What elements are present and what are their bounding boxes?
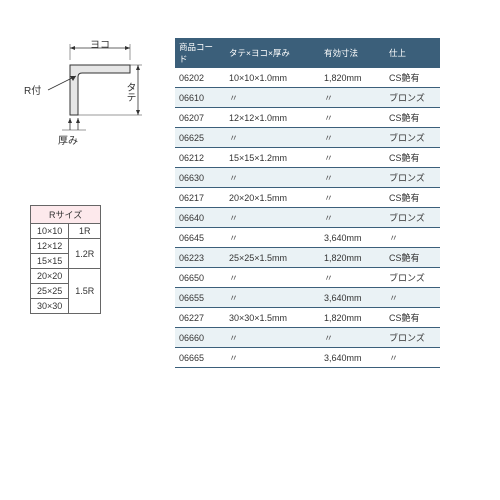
cell-dims: 〃 (225, 128, 320, 148)
table-row: 0620210×10×1.0mm1,820mmCS艶有 (175, 68, 440, 88)
cell-fin: CS艶有 (385, 148, 440, 168)
cell-fin: ブロンズ (385, 88, 440, 108)
th-fin: 仕上 (385, 38, 440, 68)
cell-len: 〃 (320, 168, 385, 188)
cell-fin: ブロンズ (385, 168, 440, 188)
table-row: 06655〃3,640mm〃 (175, 288, 440, 308)
cell-code: 06212 (175, 148, 225, 168)
r-size-cell: 12×12 (31, 239, 69, 254)
cell-fin: CS艶有 (385, 108, 440, 128)
table-row: 0620712×12×1.0mm〃CS艶有 (175, 108, 440, 128)
cell-len: 〃 (320, 108, 385, 128)
cell-code: 06660 (175, 328, 225, 348)
cell-fin: ブロンズ (385, 328, 440, 348)
cell-dims: 15×15×1.2mm (225, 148, 320, 168)
cell-fin: CS艶有 (385, 248, 440, 268)
cell-len: 1,820mm (320, 308, 385, 328)
cell-code: 06625 (175, 128, 225, 148)
cell-dims: 〃 (225, 168, 320, 188)
table-row: 06650〃〃ブロンズ (175, 268, 440, 288)
cell-dims: 10×10×1.0mm (225, 68, 320, 88)
cell-dims: 〃 (225, 268, 320, 288)
label-r: R付 (24, 82, 41, 97)
cell-code: 06207 (175, 108, 225, 128)
cell-dims: 〃 (225, 228, 320, 248)
cell-code: 06640 (175, 208, 225, 228)
r-size-cell: 30×30 (31, 299, 69, 314)
cell-len: 〃 (320, 328, 385, 348)
r-table-row: 20×201.5R (31, 269, 101, 284)
table-row: 06665〃3,640mm〃 (175, 348, 440, 368)
table-row: 0622730×30×1.5mm1,820mmCS艶有 (175, 308, 440, 328)
cell-dims: 20×20×1.5mm (225, 188, 320, 208)
cell-fin: CS艶有 (385, 308, 440, 328)
cell-fin: ブロンズ (385, 268, 440, 288)
cell-len: 〃 (320, 148, 385, 168)
cell-fin: 〃 (385, 348, 440, 368)
th-len: 有効寸法 (320, 38, 385, 68)
cell-fin: CS艶有 (385, 188, 440, 208)
cell-code: 06223 (175, 248, 225, 268)
cell-fin: CS艶有 (385, 68, 440, 88)
label-atsumi: 厚み (58, 132, 78, 147)
cell-len: 3,640mm (320, 348, 385, 368)
r-size-table: Rサイズ 10×101R12×121.2R15×1520×201.5R25×25… (30, 205, 101, 314)
label-yoko: ヨコ (90, 36, 110, 51)
cell-len: 1,820mm (320, 68, 385, 88)
product-table: 商品コード タテ×ヨコ×厚み 有効寸法 仕上 0620210×10×1.0mm1… (175, 38, 440, 368)
cell-dims: 〃 (225, 288, 320, 308)
r-size-cell: 25×25 (31, 284, 69, 299)
cell-dims: 12×12×1.0mm (225, 108, 320, 128)
cell-len: 〃 (320, 128, 385, 148)
cell-len: 〃 (320, 88, 385, 108)
cell-dims: 〃 (225, 348, 320, 368)
r-value-cell: 1R (69, 224, 101, 239)
table-row: 06660〃〃ブロンズ (175, 328, 440, 348)
cell-dims: 25×25×1.5mm (225, 248, 320, 268)
cell-dims: 30×30×1.5mm (225, 308, 320, 328)
table-row: 06630〃〃ブロンズ (175, 168, 440, 188)
cell-len: 1,820mm (320, 248, 385, 268)
r-value-cell: 1.2R (69, 239, 101, 269)
cell-code: 06645 (175, 228, 225, 248)
angle-diagram: ヨコ R付 タテ 厚み (30, 40, 150, 150)
r-table-row: 12×121.2R (31, 239, 101, 254)
r-value-cell: 1.5R (69, 269, 101, 314)
table-row: 06610〃〃ブロンズ (175, 88, 440, 108)
table-row: 06625〃〃ブロンズ (175, 128, 440, 148)
th-dims: タテ×ヨコ×厚み (225, 38, 320, 68)
cell-fin: ブロンズ (385, 208, 440, 228)
r-table-header: Rサイズ (31, 206, 101, 224)
th-code: 商品コード (175, 38, 225, 68)
cell-dims: 〃 (225, 328, 320, 348)
table-row: 06645〃3,640mm〃 (175, 228, 440, 248)
cell-dims: 〃 (225, 208, 320, 228)
r-size-cell: 15×15 (31, 254, 69, 269)
cell-dims: 〃 (225, 88, 320, 108)
cell-len: 〃 (320, 208, 385, 228)
cell-code: 06655 (175, 288, 225, 308)
table-row: 06640〃〃ブロンズ (175, 208, 440, 228)
cell-len: 3,640mm (320, 228, 385, 248)
cell-code: 06217 (175, 188, 225, 208)
table-row: 0621720×20×1.5mm〃CS艶有 (175, 188, 440, 208)
label-tate: タテ (122, 82, 137, 102)
r-table-row: 10×101R (31, 224, 101, 239)
cell-code: 06630 (175, 168, 225, 188)
cell-fin: ブロンズ (385, 128, 440, 148)
cell-code: 06227 (175, 308, 225, 328)
table-row: 0621215×15×1.2mm〃CS艶有 (175, 148, 440, 168)
cell-fin: 〃 (385, 228, 440, 248)
cell-code: 06610 (175, 88, 225, 108)
cell-len: 3,640mm (320, 288, 385, 308)
r-size-cell: 10×10 (31, 224, 69, 239)
table-row: 0622325×25×1.5mm1,820mmCS艶有 (175, 248, 440, 268)
cell-len: 〃 (320, 188, 385, 208)
cell-len: 〃 (320, 268, 385, 288)
cell-code: 06665 (175, 348, 225, 368)
cell-fin: 〃 (385, 288, 440, 308)
cell-code: 06650 (175, 268, 225, 288)
r-size-cell: 20×20 (31, 269, 69, 284)
cell-code: 06202 (175, 68, 225, 88)
